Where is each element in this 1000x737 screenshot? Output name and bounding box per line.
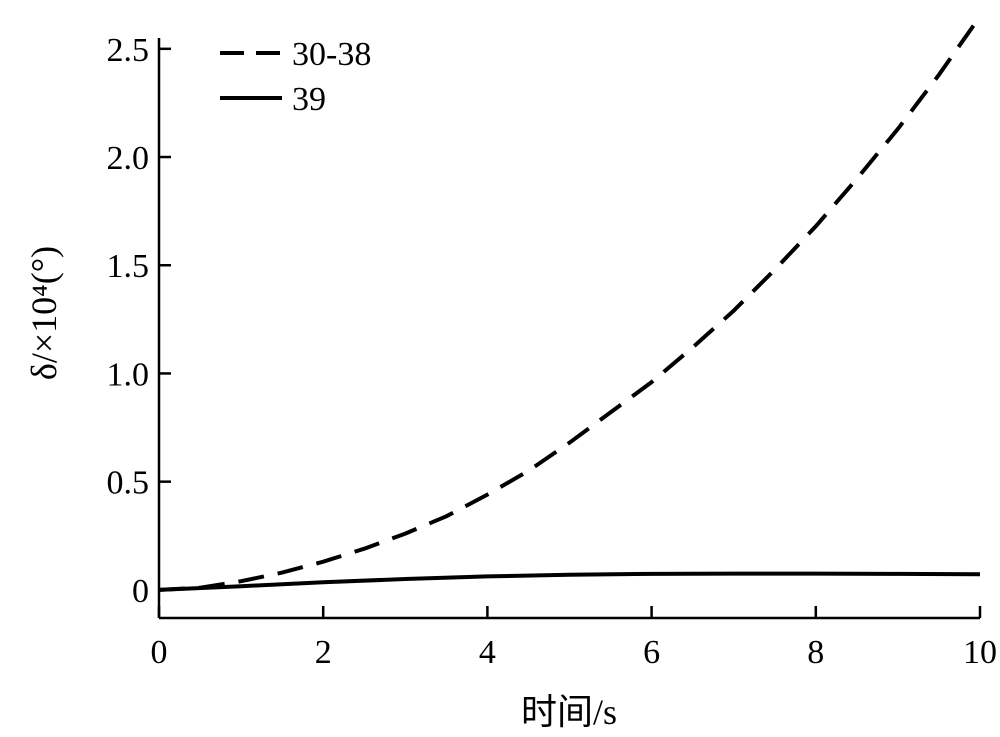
x-tick-label: 8 <box>807 634 824 671</box>
series-line-39 <box>158 571 981 592</box>
legend-label: 30-38 <box>292 36 371 73</box>
y-axis-title: δ/×10⁴(°) <box>24 246 64 380</box>
axis-ticks: 0 2 4 6 8 10 0 0.5 1.0 1.5 2.0 2.5 <box>107 32 998 671</box>
legend: 30-38 39 <box>220 36 371 118</box>
x-tick-label: 2 <box>315 634 332 671</box>
x-tick-label: 10 <box>963 634 997 671</box>
x-tick-label: 4 <box>479 634 496 671</box>
y-tick-label: 0 <box>132 573 149 610</box>
y-tick-label: 2.5 <box>107 32 150 69</box>
x-tick-label: 6 <box>643 634 660 671</box>
legend-label: 39 <box>292 81 326 118</box>
x-axis-title: 时间/s <box>521 692 617 732</box>
y-tick-label: 1.5 <box>107 248 150 285</box>
series-layer <box>158 15 982 592</box>
y-tick-label: 1.0 <box>107 356 150 393</box>
x-tick-label: 0 <box>151 634 168 671</box>
y-tick-label: 2.0 <box>107 140 150 177</box>
y-tick-label: 0.5 <box>107 465 150 502</box>
series-line-30-38 <box>158 15 982 592</box>
